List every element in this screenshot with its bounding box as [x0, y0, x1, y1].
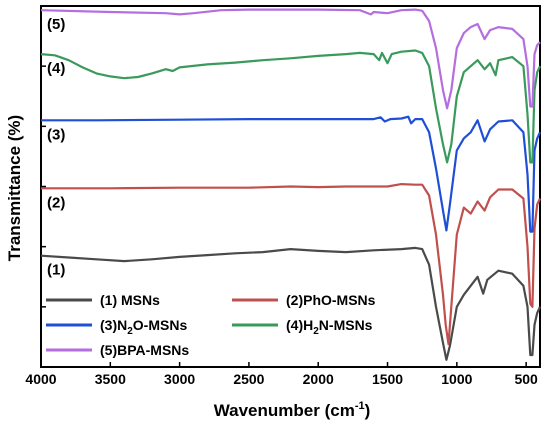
x-axis-title-tail: ) — [365, 401, 371, 420]
series-line-4 — [40, 49, 541, 164]
legend-label-1: (1) MSNs — [100, 292, 160, 308]
x-axis-title-main: Wavenumber (cm — [214, 401, 355, 420]
tick-layer: 4000 3500 3000 2500 2000 1500 1000 500 — [25, 5, 538, 387]
curve-tag-3: (3) — [47, 126, 65, 143]
series-line-1 — [40, 246, 541, 361]
curve-tag-1: (1) — [47, 262, 65, 279]
x-axis-title: Wavenumber (cm-1) — [214, 400, 371, 420]
x-axis-title-sup: -1 — [355, 400, 365, 412]
x-tick-label-3000: 3000 — [164, 371, 195, 387]
x-tick-label-4000: 4000 — [25, 371, 56, 387]
y-axis-title: Transmittance (%) — [5, 115, 24, 261]
x-tick-label-2500: 2500 — [233, 371, 264, 387]
x-tick-label-3500: 3500 — [95, 371, 126, 387]
curve-tag-layer: (1) (2) (3) (4) (5) — [47, 16, 65, 278]
legend-label-2: (2)PhO-MSNs — [286, 292, 376, 308]
x-tick-label-2000: 2000 — [303, 371, 334, 387]
series-line-2 — [41, 183, 541, 346]
series-line-3 — [41, 115, 541, 233]
legend-label-4: (4)H2N-MSNs — [286, 317, 373, 337]
legend: (1) MSNs (2)PhO-MSNs (3)N2O-MSNs (4)H2N-MSN… — [46, 292, 376, 358]
curve-tag-2: (2) — [47, 194, 65, 211]
curve-tag-4: (4) — [47, 60, 65, 77]
series-layer — [40, 8, 541, 361]
x-tick-label-500: 500 — [514, 371, 538, 387]
x-tick-label-1000: 1000 — [441, 371, 472, 387]
curve-tag-5: (5) — [47, 16, 65, 33]
series-line-5 — [40, 8, 541, 110]
legend-label-3: (3)N2O-MSNs — [100, 317, 187, 337]
legend-label-5: (5)BPA-MSNs — [100, 342, 189, 358]
x-tick-label-1500: 1500 — [372, 371, 403, 387]
